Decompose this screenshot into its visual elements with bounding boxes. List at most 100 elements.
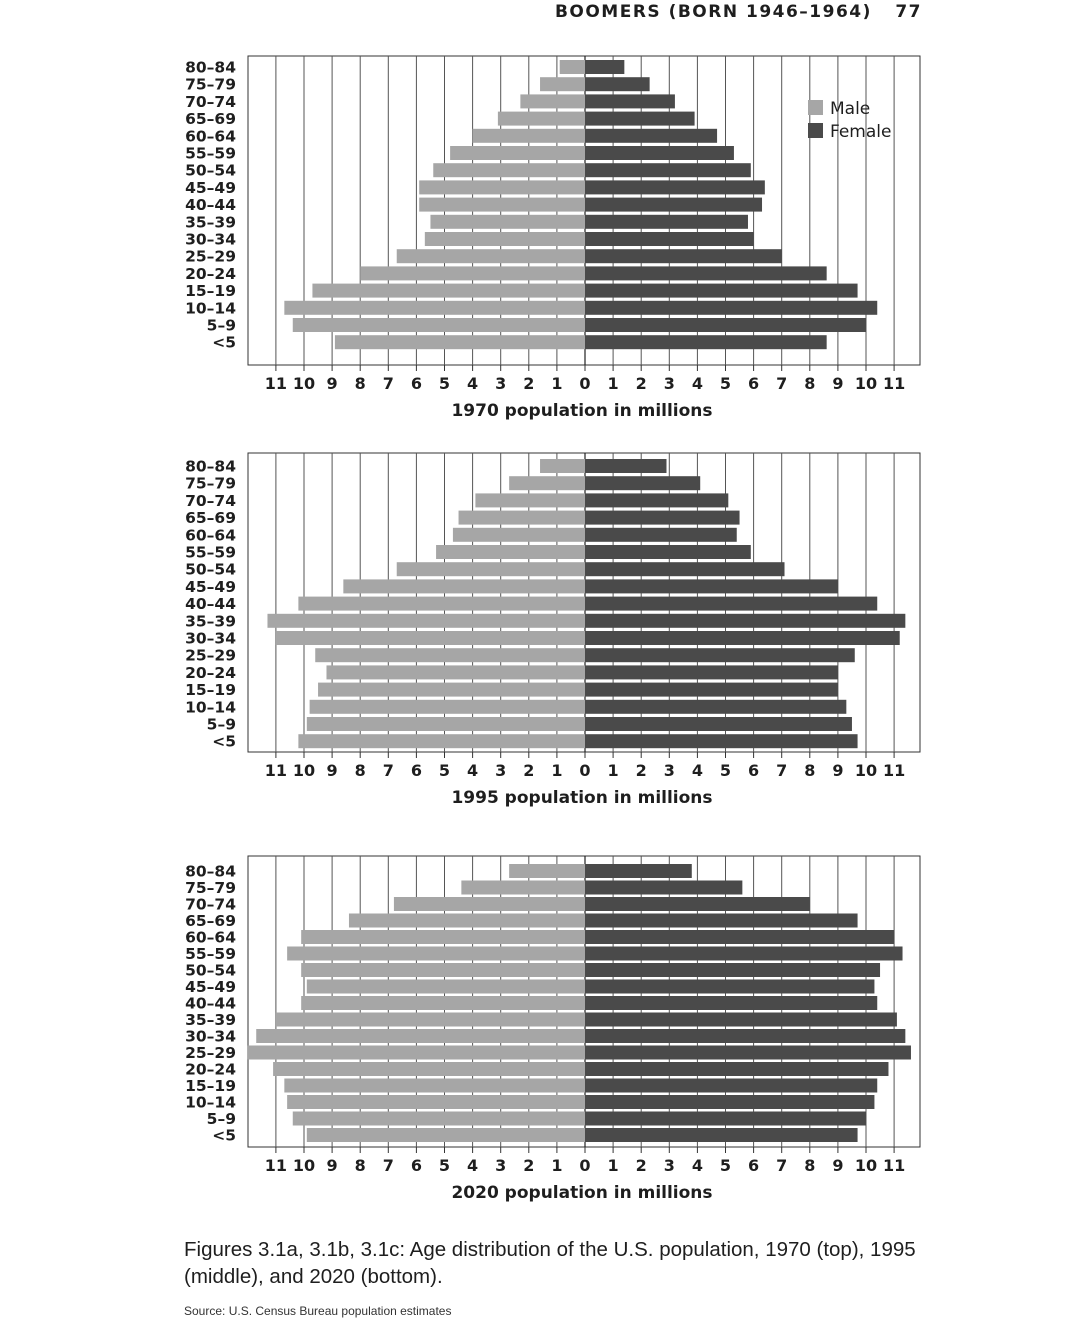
age-group-label: 30–34 (185, 231, 236, 249)
bar-female (585, 128, 718, 143)
x-tick-label: 5 (720, 761, 731, 780)
age-group-label: 40–44 (185, 995, 236, 1013)
x-tick-label: 4 (692, 374, 703, 393)
bar-male (450, 146, 585, 160)
age-group-label: 40–44 (185, 595, 236, 613)
x-tick-label: 1 (551, 761, 562, 780)
x-tick-label: 6 (748, 374, 759, 393)
x-tick-label: 3 (664, 761, 675, 780)
x-tick-label: 1 (608, 1156, 619, 1175)
bar-male (247, 1045, 586, 1060)
running-head-title: BOOMERS (BORN 1946–1964) (554, 2, 872, 22)
plot-frame (247, 452, 921, 753)
bar-female (585, 717, 852, 731)
bar-female (585, 180, 765, 195)
bar-female (585, 996, 878, 1010)
source-note: Source: U.S. Census Bureau population es… (184, 1304, 452, 1318)
age-group-label: 25–29 (185, 248, 236, 266)
x-tick-label: 7 (383, 761, 394, 780)
bar-male (540, 77, 585, 92)
bar-male (301, 963, 585, 977)
bar-male (430, 214, 585, 229)
bar-male (292, 318, 585, 332)
bar-male (267, 613, 585, 628)
x-tick-label: 10 (855, 374, 877, 393)
age-group-label: 15–19 (185, 681, 236, 699)
age-group-label: 80–84 (185, 59, 236, 77)
age-group-label: 55–59 (185, 544, 236, 562)
age-group-label: <5 (212, 733, 236, 751)
x-tick-label: 5 (439, 1156, 450, 1175)
bar-female (585, 232, 754, 246)
bar-male (256, 1029, 585, 1043)
bar-female (585, 77, 650, 92)
x-tick-label: 1 (608, 374, 619, 393)
bar-female (585, 734, 858, 749)
bar-female (585, 318, 866, 332)
age-group-label: 15–19 (185, 1077, 236, 1095)
bar-male (424, 232, 585, 246)
bar-male (475, 493, 585, 508)
bar-male (326, 665, 585, 680)
bar-female (585, 579, 838, 594)
x-tick-label: 10 (293, 761, 315, 780)
age-group-label: 35–39 (185, 213, 236, 231)
figure-caption: Figures 3.1a, 3.1b, 3.1c: Age distributi… (184, 1238, 916, 1288)
bar-male (396, 562, 585, 577)
bar-male (287, 946, 585, 961)
bar-male (306, 979, 585, 994)
bar-male (509, 476, 585, 491)
age-group-label: 35–39 (185, 1011, 236, 1029)
legend-swatch-male (808, 100, 823, 115)
bar-female (585, 1095, 875, 1109)
bar-male (436, 545, 585, 559)
x-tick-label: 3 (495, 1156, 506, 1175)
x-tick-label: 8 (804, 1156, 815, 1175)
bar-male (433, 163, 585, 178)
bar-male (292, 1111, 585, 1126)
age-group-label: 60–64 (185, 127, 236, 145)
x-tick-label: 0 (579, 1156, 590, 1175)
bar-male (396, 249, 585, 264)
legend-label-female: Female (830, 122, 891, 142)
bar-female (585, 545, 751, 559)
age-group-label: 75–79 (185, 76, 236, 94)
age-group-label: 80–84 (185, 458, 236, 476)
x-tick-label: 2 (636, 1156, 647, 1175)
bar-female (585, 249, 782, 264)
population-pyramid-1970: 80–8475–7970–7465–6960–6455–5950–5445–49… (185, 55, 921, 421)
bar-male (458, 510, 585, 525)
bar-female (585, 459, 667, 473)
x-tick-label: 3 (495, 761, 506, 780)
x-tick-label: 8 (804, 374, 815, 393)
age-group-label: 30–34 (185, 630, 236, 648)
age-group-label: 50–54 (185, 162, 236, 180)
bar-female (585, 283, 858, 298)
x-tick-label: 11 (265, 761, 287, 780)
x-axis-title: 1970 population in millions (451, 401, 712, 421)
bar-male (301, 996, 585, 1010)
bar-female (585, 979, 875, 994)
bar-male (540, 459, 585, 473)
age-group-label: 40–44 (185, 196, 236, 214)
bar-female (585, 94, 675, 109)
x-tick-label: 3 (495, 374, 506, 393)
bar-male (306, 1128, 585, 1142)
bar-female (585, 527, 737, 542)
running-head: BOOMERS (BORN 1946–1964) 77 (555, 2, 922, 22)
x-tick-label: 1 (608, 761, 619, 780)
bar-male (312, 283, 585, 298)
bar-male (419, 197, 585, 212)
bar-female (585, 682, 838, 697)
bar-male (273, 1062, 585, 1076)
age-group-label: 5–9 (207, 1110, 236, 1128)
bar-male (315, 648, 585, 663)
age-group-label: 75–79 (185, 475, 236, 493)
bar-male (284, 300, 585, 315)
age-group-label: 55–59 (185, 945, 236, 963)
age-group-label: 15–19 (185, 282, 236, 300)
bar-male (306, 717, 585, 731)
bar-male (461, 880, 585, 895)
plot-frame (247, 55, 921, 366)
bar-female (585, 1029, 906, 1043)
